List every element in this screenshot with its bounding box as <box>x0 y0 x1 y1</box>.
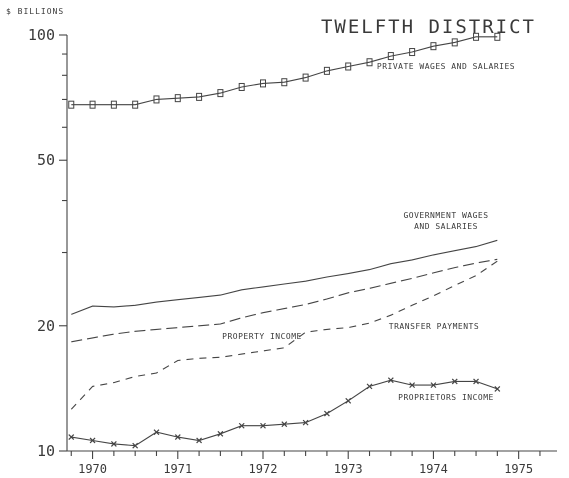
data-point-proprietors-income <box>387 377 394 384</box>
data-point-proprietors-income <box>260 422 266 429</box>
x-tick-label: 1971 <box>163 462 192 476</box>
series-label-government-wages-and-salaries: GOVERNMENT WAGES <box>403 211 488 220</box>
y-tick-label: 10 <box>37 442 55 460</box>
data-point-proprietors-income <box>89 437 96 444</box>
data-point-private-wages-and-salaries <box>68 100 75 109</box>
data-point-proprietors-income <box>281 421 288 428</box>
data-point-proprietors-income <box>366 383 373 390</box>
data-point-private-wages-and-salaries <box>473 32 480 41</box>
series-line-proprietors-income <box>71 379 498 447</box>
data-point-proprietors-income <box>451 378 458 385</box>
data-point-proprietors-income <box>174 434 181 441</box>
data-point-private-wages-and-salaries <box>238 82 245 91</box>
data-point-proprietors-income <box>132 442 139 449</box>
x-tick-label: 1973 <box>334 462 363 476</box>
data-point-proprietors-income <box>68 434 75 441</box>
series-layer <box>68 32 501 449</box>
x-tick-label: 1972 <box>249 462 278 476</box>
data-point-private-wages-and-salaries <box>345 62 352 71</box>
y-tick-label: 100 <box>28 26 55 44</box>
data-point-private-wages-and-salaries <box>281 78 288 87</box>
data-point-proprietors-income <box>473 378 479 385</box>
data-point-private-wages-and-salaries <box>302 73 309 82</box>
series-label-transfer-payments: TRANSFER PAYMENTS <box>389 322 479 331</box>
x-tick-label: 1974 <box>419 462 448 476</box>
data-point-private-wages-and-salaries <box>409 48 416 57</box>
data-point-proprietors-income <box>323 410 330 417</box>
data-point-private-wages-and-salaries <box>451 38 458 47</box>
data-point-proprietors-income <box>217 430 224 437</box>
series-line-government-wages-and-salaries <box>71 239 498 315</box>
chart-title: TWELFTH DISTRICT <box>321 16 536 38</box>
data-point-private-wages-and-salaries <box>217 89 224 98</box>
data-point-proprietors-income <box>430 382 437 389</box>
data-point-proprietors-income <box>409 382 416 389</box>
x-tick-label: 1970 <box>78 462 107 476</box>
series-line-transfer-payments <box>70 260 498 410</box>
data-point-private-wages-and-salaries <box>89 100 96 109</box>
data-point-proprietors-income <box>153 429 160 436</box>
data-point-private-wages-and-salaries <box>260 79 266 88</box>
data-point-private-wages-and-salaries <box>196 92 203 101</box>
x-tick-label: 1975 <box>504 462 533 476</box>
series-line-private-wages-and-salaries <box>71 36 498 106</box>
y-tick-label: 20 <box>37 317 55 335</box>
series-label-proprietors-income: PROPRIETORS INCOME <box>398 393 494 402</box>
unit-label: $ BILLIONS <box>6 7 64 16</box>
data-point-private-wages-and-salaries <box>366 58 373 67</box>
axes: 10 20 50 100 1970 1971 1972 1973 1974 1975 <box>28 26 557 476</box>
data-point-proprietors-income <box>238 422 245 429</box>
data-point-private-wages-and-salaries <box>153 95 160 104</box>
series-line-property-income <box>71 258 498 343</box>
series-label-property-income: PROPERTY INCOME <box>222 332 302 341</box>
data-point-private-wages-and-salaries <box>110 100 117 109</box>
data-point-proprietors-income <box>345 397 352 404</box>
y-tick-label: 50 <box>37 151 55 169</box>
data-point-private-wages-and-salaries <box>430 42 437 51</box>
data-point-proprietors-income <box>494 386 501 392</box>
data-point-private-wages-and-salaries <box>387 52 394 61</box>
data-point-private-wages-and-salaries <box>174 94 181 103</box>
data-point-proprietors-income <box>110 440 117 447</box>
series-label-private-wages-and-salaries: PRIVATE WAGES AND SALARIES <box>377 62 515 71</box>
data-point-proprietors-income <box>302 419 309 426</box>
series-label-government-wages-and-salaries: AND SALARIES <box>414 222 478 231</box>
data-point-private-wages-and-salaries <box>323 66 330 75</box>
data-point-proprietors-income <box>196 437 203 444</box>
data-point-private-wages-and-salaries <box>132 100 139 109</box>
data-point-private-wages-and-salaries <box>494 32 501 41</box>
series-labels: PRIVATE WAGES AND SALARIES GOVERNMENT WAG… <box>222 62 515 402</box>
